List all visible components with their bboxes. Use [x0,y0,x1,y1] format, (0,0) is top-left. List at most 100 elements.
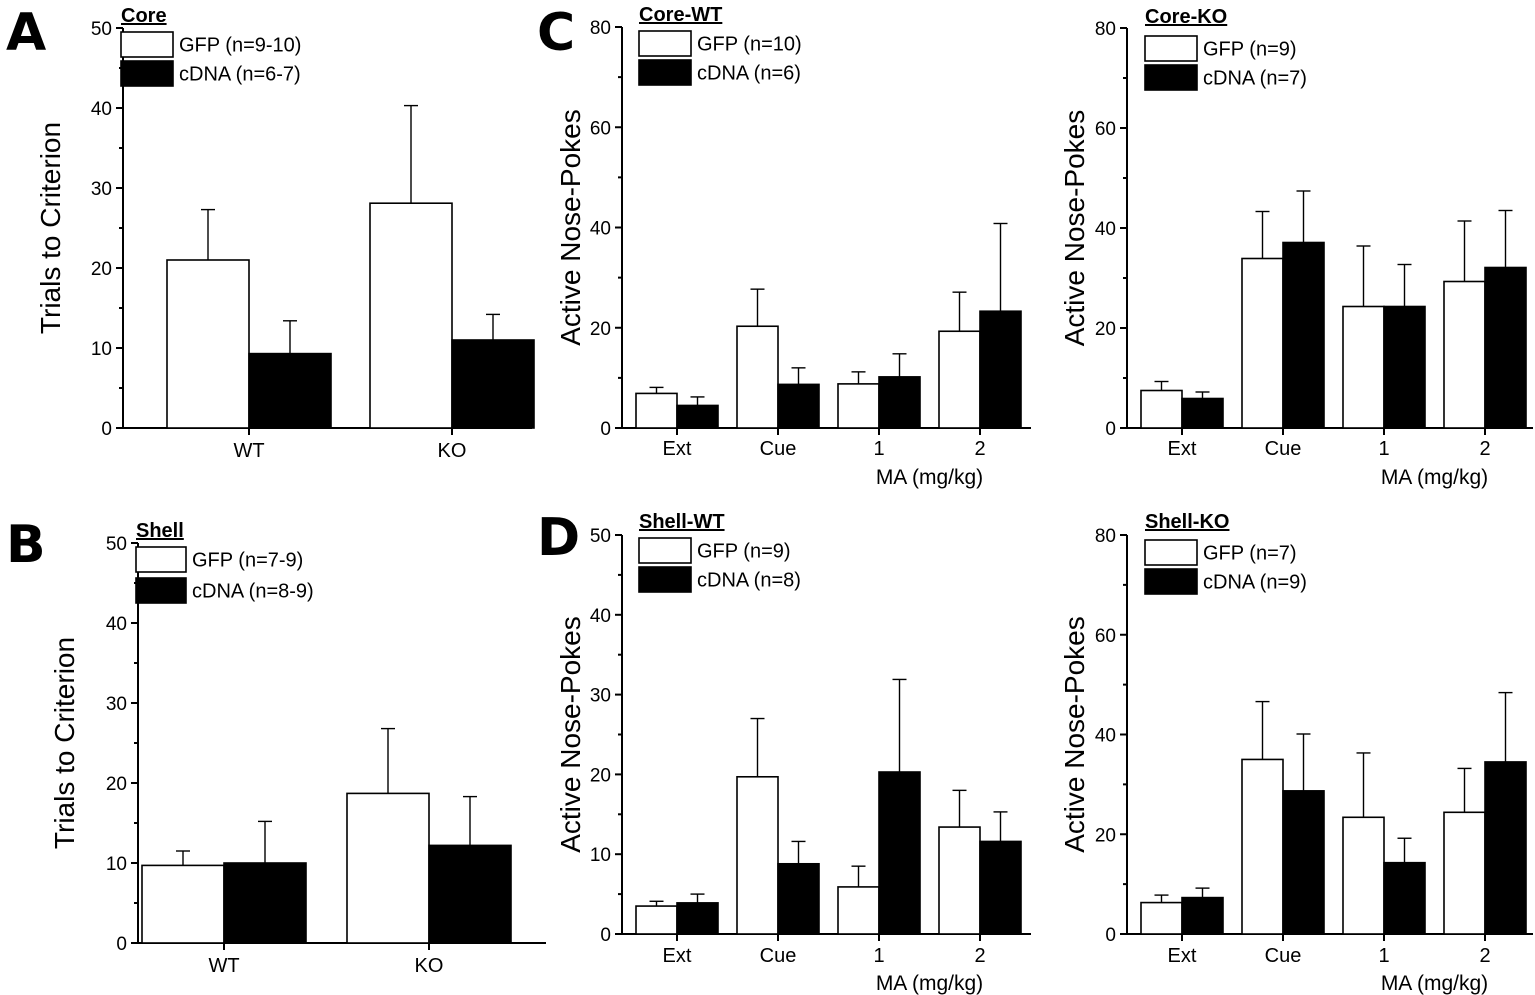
legend: Core-WT GFP (n=10) cDNA (n=6) [638,4,802,86]
panel-letter: A [6,3,46,63]
legend-swatch-cdna [135,577,187,604]
bar-cdna-2 [979,310,1022,429]
bar-gfp-wt [166,259,250,429]
x-tick-label: Ext [1168,945,1197,967]
legend-label-cdna: cDNA (n=7) [1203,68,1307,90]
y-tick-label: 40 [1095,219,1116,240]
legend-label-cdna: cDNA (n=9) [1203,572,1307,594]
legend-swatch-cdna [638,566,692,593]
chart-d1: D 0 10 20 30 40 50 Active Nose-Pokes Ext Cue 1 2 MA … [537,508,1031,995]
bar-gfp-2 [1443,811,1486,935]
x-tick-label: Cue [760,945,797,967]
legend-swatch-gfp [120,31,174,58]
x-tick-label: 2 [974,438,985,460]
bar-cdna-1 [1383,305,1426,429]
legend-label-cdna: cDNA (n=6) [697,63,801,85]
legend-title: Shell-WT [639,511,725,533]
y-tick-label: 20 [1095,319,1116,340]
bar-gfp-wt [141,864,225,944]
y-axis-label: Active Nose-Pokes [1059,616,1090,853]
bar-gfp-1 [1342,305,1385,429]
bar-gfp-ext [1140,901,1183,935]
legend-swatch-gfp [638,537,692,564]
y-axis-label: Trials to Criterion [35,122,66,334]
bar-gfp-ko [369,202,453,429]
chart-c2: 0 20 40 60 80 Active Nose-Pokes Ext Cue 1 2 MA (mg… [1059,6,1533,489]
chart-a: A 0 10 20 30 40 50 Trials to Criterion WT KO Core G… [6,3,535,462]
legend-swatch-cdna [120,60,174,87]
legend-label-gfp: GFP (n=9-10) [179,35,301,57]
y-tick-label: 0 [101,419,112,440]
bar-cdna-2 [1484,266,1527,429]
chart-c1: C 0 20 40 60 80 Active Nose-Pokes Ext Cue 1 2 MA (m… [537,3,1031,489]
x-tick-label: 2 [974,945,985,967]
bar-gfp-2 [938,330,981,429]
bar-gfp-cue [736,775,779,935]
legend-label-gfp: GFP (n=7) [1203,543,1297,565]
legend-label-cdna: cDNA (n=6-7) [179,64,301,86]
panel-letter: C [537,3,575,63]
legend-title: Core-KO [1145,6,1227,28]
y-tick-label: 20 [1095,825,1116,846]
legend: Shell-WT GFP (n=9) cDNA (n=8) [638,511,801,593]
y-tick-label: 50 [106,534,127,555]
y-tick-label: 60 [1095,119,1116,140]
y-tick-label: 40 [1095,726,1116,747]
y-tick-label: 0 [600,419,611,440]
x-tick-label: 1 [873,438,884,460]
y-axis-label: Active Nose-Pokes [555,616,586,853]
legend-title: Shell [136,520,184,542]
legend-swatch-gfp [1144,539,1198,566]
legend-swatch-cdna [638,59,692,86]
bar-cdna-1 [878,771,921,935]
y-tick-label: 0 [1105,419,1116,440]
legend-swatch-gfp [638,30,692,57]
bar-gfp-ext [635,392,678,429]
y-tick-label: 10 [590,845,611,866]
legend-label-gfp: GFP (n=10) [697,34,802,56]
y-tick-label: 30 [106,694,127,715]
legend: Core-KO GFP (n=9) cDNA (n=7) [1144,6,1307,91]
y-tick-label: 60 [1095,626,1116,647]
legend-label-gfp: GFP (n=9) [1203,39,1297,61]
y-tick-label: 40 [590,606,611,627]
y-axis-label: Trials to Criterion [49,637,80,849]
y-tick-label: 0 [116,934,127,955]
chart-b: B 0 10 20 30 40 50 Trials to Criterion WT KO Shell… [6,515,546,977]
x-tick-label: KO [438,440,467,462]
bar-cdna-ext [676,902,719,935]
x-axis-label: MA (mg/kg) [1381,466,1488,489]
bar-gfp-cue [1241,257,1284,429]
x-tick-label: 1 [873,945,884,967]
legend-label-gfp: GFP (n=7-9) [192,550,303,572]
bar-gfp-2 [938,826,981,935]
panel-letter: B [6,515,46,575]
bar-cdna-2 [1484,761,1527,935]
bar-cdna-wt [248,352,332,429]
legend-swatch-gfp [1144,35,1198,62]
bar-cdna-cue [1282,241,1325,429]
y-tick-label: 20 [590,765,611,786]
x-tick-label: Cue [760,438,797,460]
bar-cdna-1 [1383,861,1426,935]
y-tick-label: 0 [1105,925,1116,946]
y-tick-label: 50 [91,19,112,40]
panel-letter: D [537,508,580,568]
bar-cdna-ko [451,339,535,429]
x-tick-label: Ext [1168,438,1197,460]
y-tick-label: 0 [600,925,611,946]
x-tick-label: Ext [663,438,692,460]
bar-gfp-1 [837,886,880,935]
bar-cdna-ext [1181,896,1224,935]
y-tick-label: 80 [590,18,611,39]
bar-gfp-1 [1342,816,1385,935]
bar-gfp-cue [1241,758,1284,935]
bar-cdna-1 [878,376,921,429]
legend-title: Core-WT [639,4,722,26]
y-tick-label: 80 [1095,19,1116,40]
y-axis-label: Active Nose-Pokes [555,109,586,346]
x-tick-label: 1 [1378,945,1389,967]
x-tick-label: WT [208,955,239,977]
x-tick-label: 2 [1479,438,1490,460]
